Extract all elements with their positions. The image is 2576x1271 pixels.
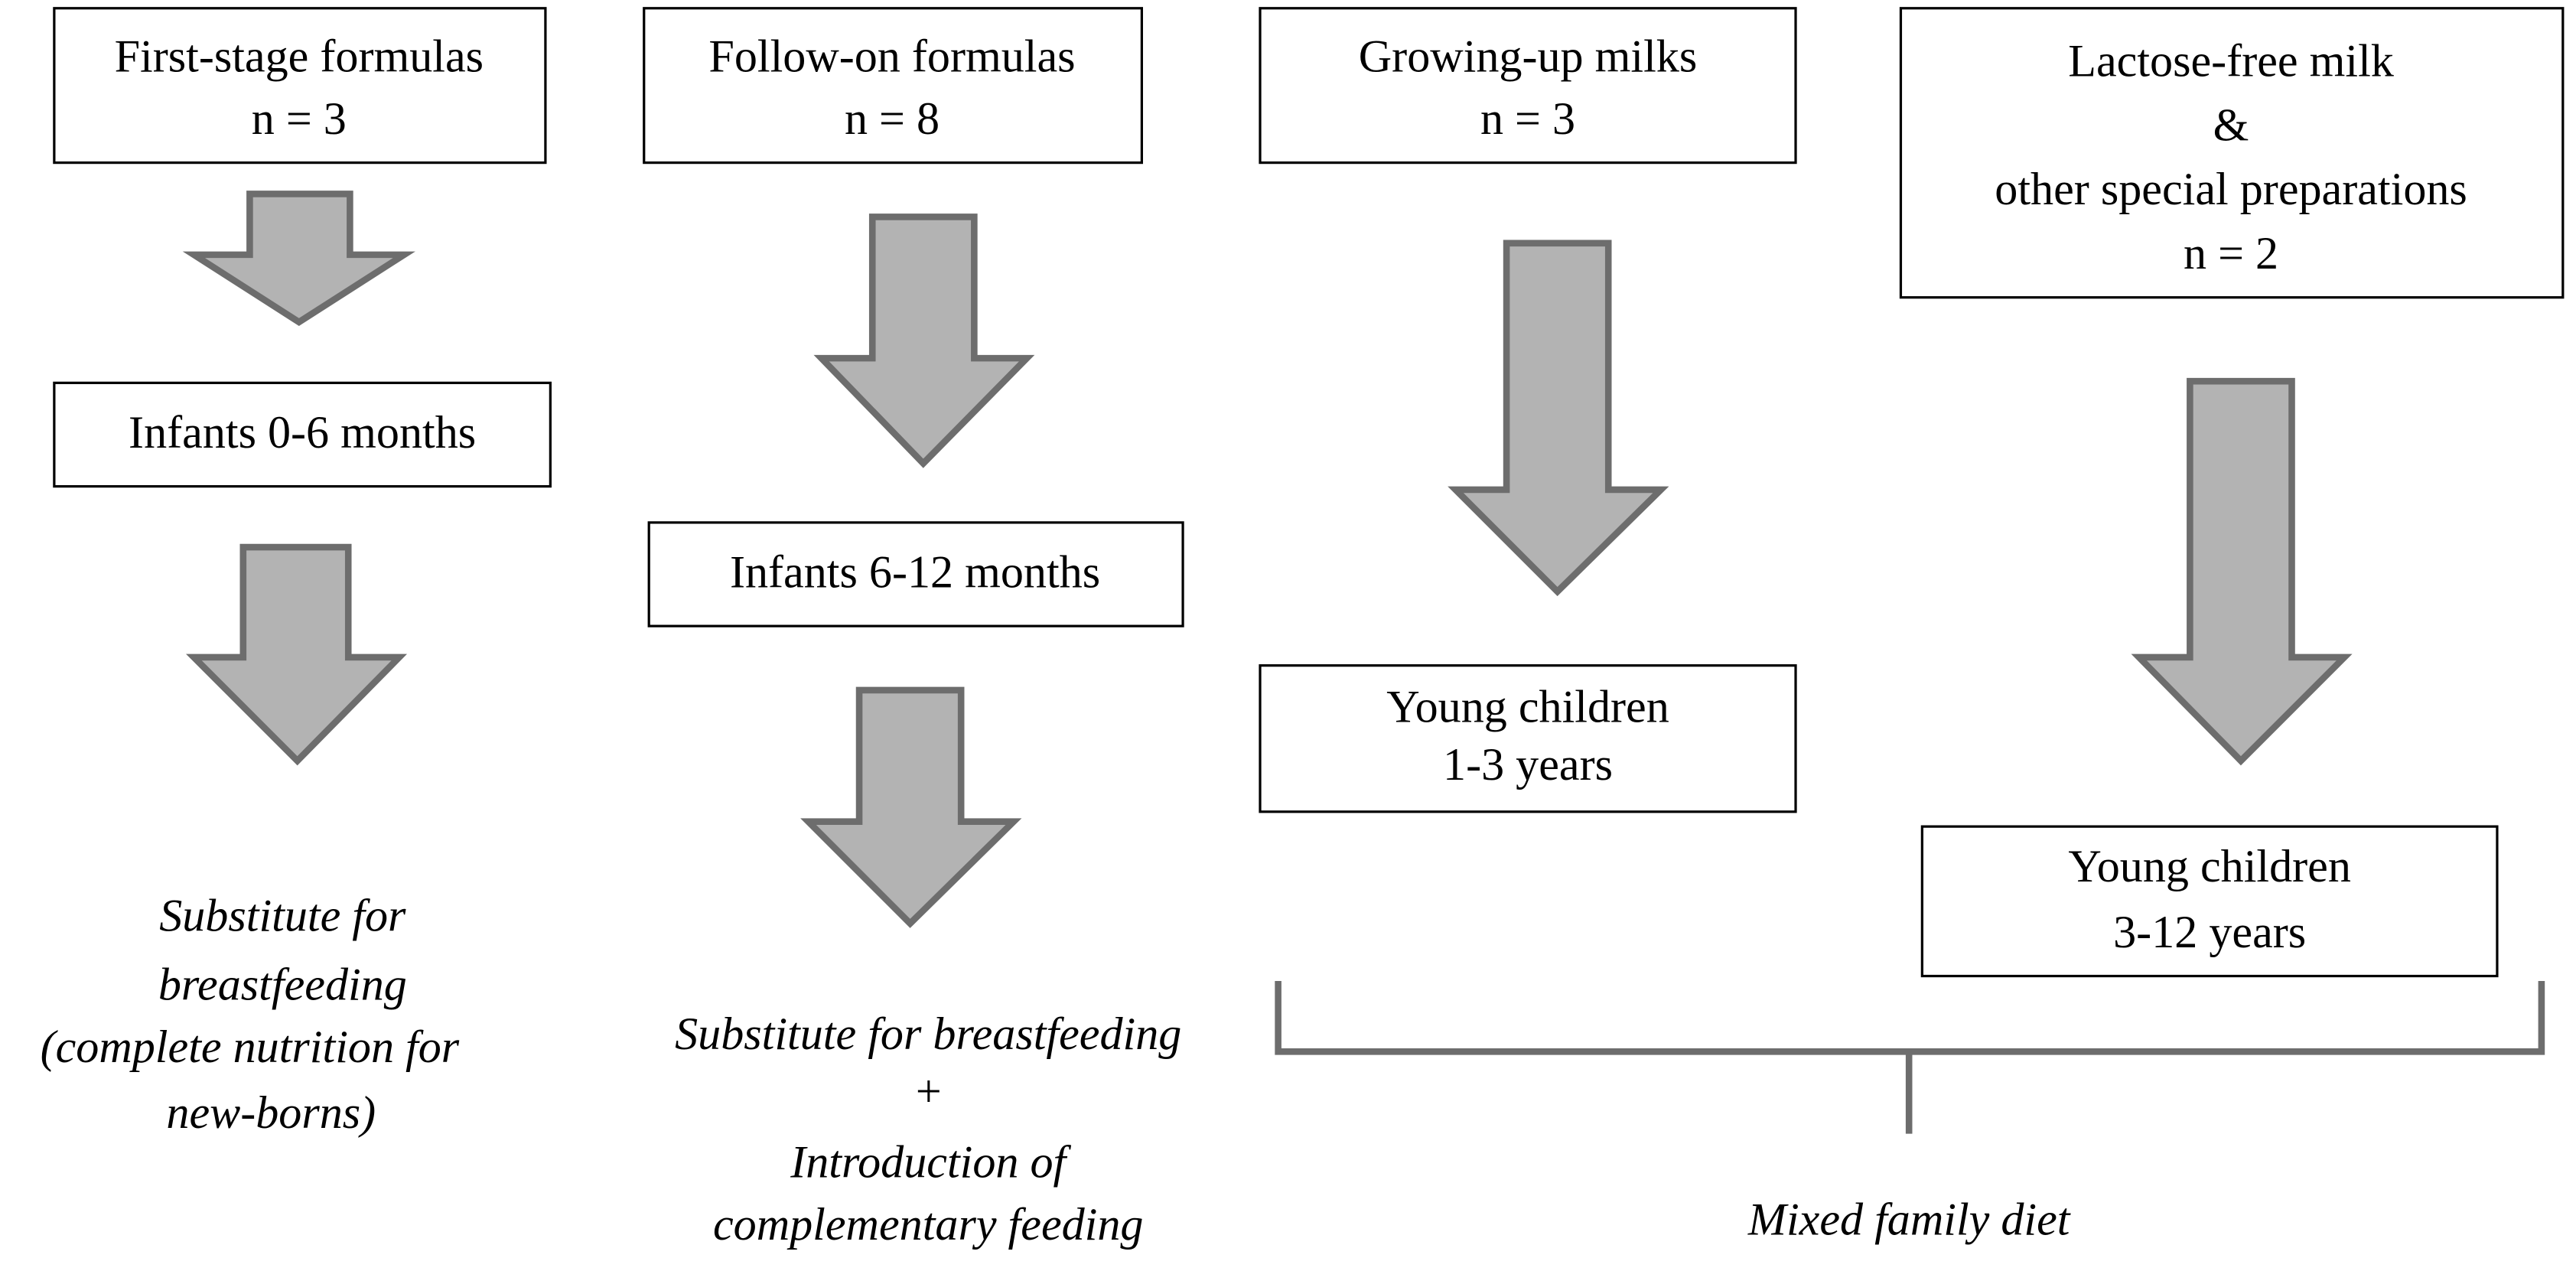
age-box [53, 381, 552, 488]
product-count: n = 8 [845, 93, 940, 145]
age-box [647, 521, 1184, 627]
product-label: First-stage formulas [115, 31, 484, 82]
product-label: Lactose-free milk [2068, 36, 2394, 87]
bracket [1275, 980, 2545, 1134]
role-text: new-borns) [166, 1087, 376, 1139]
product-box [1899, 7, 2565, 299]
arrow [2131, 377, 2353, 766]
role-text: Introduction of [790, 1136, 1071, 1188]
role-text: Substitute for [159, 890, 406, 941]
age-label: Young children [2068, 841, 2351, 892]
role-text: (complete nutrition for [41, 1022, 460, 1073]
arrow [1448, 240, 1669, 597]
product-box [53, 7, 547, 165]
product-count: n = 2 [2184, 228, 2278, 279]
product-label: Follow-on formulas [708, 31, 1075, 82]
role-text: Substitute for breastfeeding [675, 1009, 1181, 1060]
age-label: 3-12 years [2113, 907, 2306, 958]
product-count: n = 3 [1480, 93, 1575, 145]
shared-role: Mixed family diet [1747, 1194, 2071, 1246]
age-label: Infants 6-12 months [730, 547, 1100, 598]
product-count: n = 3 [252, 93, 347, 145]
product-label: Growing-up milks [1359, 31, 1697, 82]
arrow [186, 543, 408, 766]
role-text: breastfeeding [158, 960, 407, 1011]
role-text: + [913, 1066, 944, 1117]
arrow [182, 191, 415, 326]
product-label: & [2213, 99, 2249, 151]
age-box [1920, 825, 2499, 978]
age-label: 1-3 years [1443, 739, 1613, 790]
age-box [1259, 664, 1797, 813]
age-label: Infants 0-6 months [129, 407, 476, 458]
product-label: other special preparations [1995, 164, 2467, 215]
arrow [813, 213, 1035, 468]
age-label: Young children [1386, 682, 1669, 733]
product-box [643, 7, 1143, 165]
arrow [800, 686, 1022, 928]
product-box [1259, 7, 1797, 165]
role-text: complementary feeding [713, 1199, 1143, 1250]
